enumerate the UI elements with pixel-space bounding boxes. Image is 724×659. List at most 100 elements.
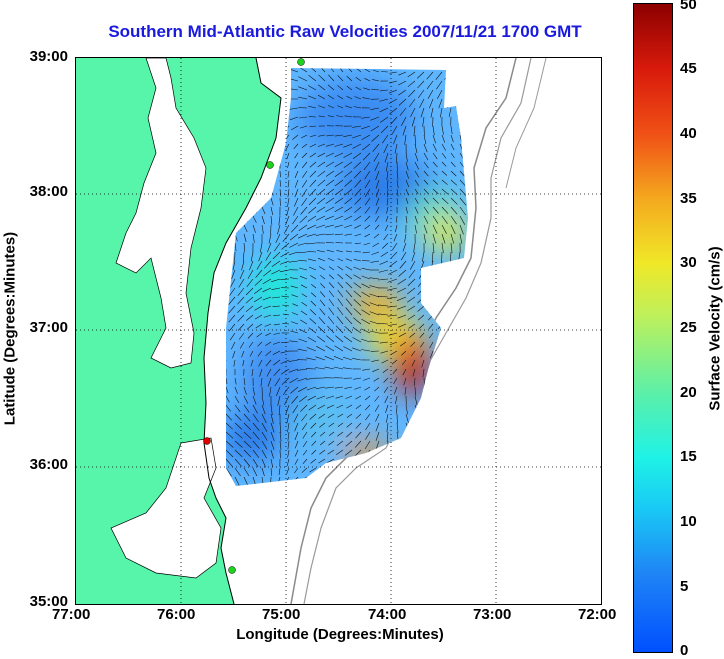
velocity-arrow — [381, 71, 389, 73]
velocity-arrow — [438, 269, 443, 279]
velocity-arrow — [459, 404, 466, 414]
velocity-arrow — [407, 305, 416, 311]
velocity-arrow — [370, 125, 380, 132]
velocity-arrow — [226, 350, 227, 359]
velocity-arrow — [459, 197, 467, 206]
velocity-arrow — [345, 289, 353, 298]
velocity-arrow — [266, 368, 272, 377]
velocity-arrow — [459, 449, 465, 456]
velocity-arrow — [309, 152, 317, 158]
velocity-arrow — [268, 233, 272, 244]
velocity-arrow — [450, 476, 455, 484]
velocity-arrow — [291, 395, 299, 404]
velocity-arrow — [255, 323, 263, 329]
velocity-arrow — [226, 440, 234, 448]
velocity-arrow — [371, 359, 380, 362]
velocity-arrow — [301, 161, 308, 169]
velocity-arrow — [407, 296, 416, 303]
velocity-arrow — [353, 290, 362, 298]
velocity-arrow — [423, 449, 431, 458]
velocity-arrow — [398, 269, 407, 277]
velocity-arrow — [370, 340, 380, 343]
velocity-arrow — [386, 431, 389, 442]
velocity-arrow — [414, 215, 418, 224]
velocity-arrow — [270, 152, 273, 161]
velocity-arrow — [387, 314, 398, 317]
velocity-arrow — [301, 467, 308, 473]
velocity-arrow — [362, 143, 371, 151]
velocity-arrow — [344, 179, 353, 187]
velocity-arrow — [381, 242, 389, 249]
velocity-arrow — [450, 377, 453, 388]
velocity-arrow — [432, 422, 441, 431]
velocity-arrow — [233, 359, 236, 367]
velocity-arrow — [392, 242, 398, 251]
velocity-arrow — [432, 233, 436, 244]
velocity-arrow — [380, 251, 389, 257]
velocity-arrow — [469, 441, 473, 447]
velocity-arrow — [432, 215, 439, 224]
velocity-arrow — [403, 495, 406, 502]
velocity-arrow — [423, 440, 431, 449]
velocity-arrow — [432, 449, 440, 457]
velocity-arrow — [370, 116, 380, 121]
velocity-arrow — [265, 359, 272, 367]
velocity-arrow — [261, 440, 268, 450]
velocity-arrow — [344, 188, 353, 196]
velocity-arrow — [309, 413, 317, 420]
velocity-arrow — [459, 377, 461, 389]
velocity-arrow — [436, 296, 443, 304]
velocity-arrow — [446, 332, 452, 340]
velocity-arrow — [441, 152, 447, 159]
velocity-arrow — [346, 75, 353, 82]
velocity-arrow — [450, 125, 453, 135]
velocity-arrow — [279, 269, 290, 273]
velocity-arrow — [316, 476, 326, 480]
velocity-arrow — [241, 350, 245, 358]
velocity-arrow — [450, 143, 455, 151]
velocity-arrow — [438, 98, 443, 109]
velocity-arrow — [353, 458, 362, 466]
velocity-arrow — [450, 395, 456, 405]
velocity-arrow — [361, 309, 371, 316]
velocity-arrow — [364, 404, 371, 411]
velocity-arrow — [299, 267, 308, 271]
velocity-arrow — [352, 143, 362, 149]
velocity-arrow — [270, 206, 274, 216]
velocity-arrow — [324, 355, 335, 361]
velocity-arrow — [423, 143, 428, 153]
x-axis-label: Longitude (Degrees:Minutes) — [236, 626, 444, 643]
velocity-arrow — [325, 345, 335, 352]
velocity-arrow — [469, 162, 473, 169]
velocity-arrow — [334, 215, 344, 220]
velocity-arrow — [297, 377, 308, 382]
velocity-arrow — [387, 287, 398, 291]
velocity-arrow — [414, 395, 418, 406]
velocity-arrow — [446, 278, 452, 287]
velocity-arrow — [335, 325, 344, 334]
velocity-arrow — [427, 296, 434, 304]
velocity-arrow — [455, 350, 461, 360]
velocity-arrow — [261, 206, 266, 215]
velocity-arrow — [455, 269, 461, 278]
velocity-arrow — [389, 71, 398, 74]
velocity-arrow — [293, 206, 299, 216]
velocity-arrow — [334, 386, 344, 389]
velocity-arrow — [344, 449, 353, 456]
velocity-arrow — [393, 233, 398, 242]
velocity-arrow — [408, 323, 416, 329]
velocity-arrow — [309, 467, 317, 473]
velocity-arrow — [264, 323, 272, 327]
velocity-arrow — [287, 161, 290, 169]
velocity-arrow — [414, 495, 415, 502]
velocity-arrow — [410, 341, 416, 347]
velocity-arrow — [441, 125, 444, 135]
velocity-arrow — [450, 233, 455, 244]
velocity-arrow — [426, 71, 434, 80]
velocity-arrow — [317, 326, 326, 334]
velocity-arrow — [441, 440, 449, 447]
velocity-arrow — [292, 404, 299, 414]
velocity-arrow — [423, 206, 429, 214]
velocity-arrow — [414, 467, 419, 477]
velocity-arrow — [243, 233, 247, 243]
